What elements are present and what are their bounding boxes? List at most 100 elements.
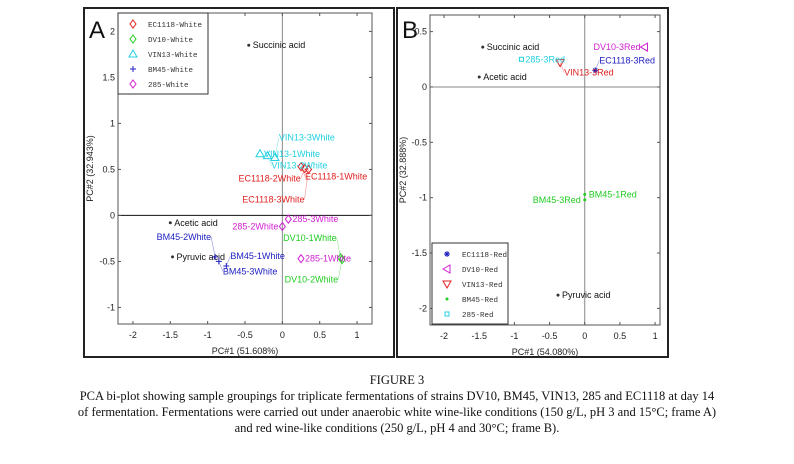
caption-line: and red wine-like conditions (250 g/L, p… [234,421,560,435]
label-leader-line [226,255,231,267]
variable-point [477,75,481,79]
y-tick-label: -2 [419,303,427,313]
sample-label: DV10-2White [285,275,339,285]
x-tick-label: 0 [280,330,285,340]
sample-point [555,59,565,68]
legend-marker [444,251,450,257]
caption-line: PCA bi-plot showing sample groupings for… [79,389,715,403]
variable-point [247,43,251,47]
variable-label: Acetic acid [483,72,527,82]
pca-biplot-figure: A -2 -1.5 -1 -0.5 0 0.5 1 -1 -0.5 0 0.5 1 1.5 2 PC#1 (5… [83,7,669,358]
legend-entry: 285-White [148,82,189,90]
label-leader-line [210,236,216,257]
legend-entry: BM45-White [148,67,193,75]
sample-label: VIN13-2White [271,161,327,171]
legend-entry: DV10-White [148,37,193,45]
legend-entry: EC1118-White [148,22,202,30]
y-tick-label: 1 [110,118,115,128]
sample-label: 285-3White [292,214,338,224]
sample-point [278,221,286,232]
sample-point [583,198,587,202]
legend-entry: VIN13-Red [462,282,503,290]
legend-marker [445,297,449,301]
x-tick-label: 1 [653,331,658,341]
sample-label: BM45-1White [230,251,285,261]
sample-point [583,192,587,196]
panel-B: B -2 -1.5 -1 -0.5 0 0.5 1 -2 -1.5 -1 -0.5 0 0.5 PC#1 (… [396,7,669,358]
sample-point [262,150,273,160]
sample-label: VIN13-3Red [564,68,614,78]
label-leader-line [559,62,565,73]
x-tick-label: 1 [355,330,360,340]
label-leader-line [218,261,224,272]
panel-letter: A [89,17,105,44]
figure-label: FIGURE 3 [369,373,425,387]
sample-label: BM45-2White [157,232,212,242]
sample-label: DV10-3Red [593,42,640,52]
sample-point [223,263,230,270]
sample-point [297,161,305,172]
sample-label: DV10-1White [283,233,337,243]
sample-point [297,253,305,264]
caption-line: of fermentation. Fermentations were carr… [77,405,717,419]
y-tick-label: -1.5 [411,248,427,258]
figure-caption: FIGURE 3 PCA bi-plot showing sample grou… [0,372,794,436]
sample-label: BM45-3White [223,266,278,276]
variable-label: Acetic acid [174,218,218,228]
sample-point [518,56,524,62]
legend-marker [129,34,137,44]
sample-label: EC1118-3Red [599,55,655,65]
sample-label: BM45-3Red [533,195,581,205]
variable-point [168,221,172,225]
x-tick-label: 0.5 [313,330,326,340]
label-leader-line [336,237,341,258]
x-tick-label: -1 [510,331,518,341]
legend: EC1118-Red DV10-Red VIN13-Red BM45-Red 285-R… [431,242,509,325]
legend: EC1118-White DV10-White VIN13-White BM45-Wh… [117,12,209,95]
x-tick-label: -2 [440,331,448,341]
sample-label: EC1118-2White [239,174,301,184]
sample-label: 285-2White [232,221,278,231]
variable-label: Pyruvic acid [177,252,226,262]
plot-area [429,14,661,326]
x-tick-label: -1.5 [471,331,487,341]
legend-marker [130,66,136,72]
legend-entry: VIN13-White [148,52,198,60]
legend-entry: BM45-Red [462,297,498,305]
panel-letter: B [402,17,418,44]
variable-label: Pyruvic acid [562,290,611,300]
sample-point [304,164,313,175]
label-leader-line [274,137,280,158]
sample-label: BM45-1Red [589,189,637,199]
x-axis-label: PC#1 (51.608%) [212,346,279,356]
x-tick-label: -0.5 [237,330,253,340]
x-axis-label: PC#1 (54.080%) [512,347,579,357]
label-leader-line [304,169,309,200]
x-tick-label: -1.5 [163,330,179,340]
y-tick-label: -0.5 [411,137,427,147]
sample-label: EC1118-1White [305,172,367,182]
x-tick-label: 0 [582,331,587,341]
legend-entry: DV10-Red [462,267,498,275]
legend-marker [129,19,137,29]
variable-point [171,255,175,259]
legend-entry: 285-Red [462,312,494,320]
y-axis-label: PC#2 (32.888%) [398,137,408,204]
label-leader-line [337,259,343,280]
x-tick-label: -2 [129,330,137,340]
y-tick-label: -0.5 [99,256,115,266]
y-tick-label: 0.5 [414,27,427,37]
variable-point [556,293,560,297]
legend-marker [442,280,452,290]
variable-label: Succinic acid [253,40,306,50]
sample-label: 285-3Red [525,54,565,64]
sample-point [639,42,649,52]
legend-entry: EC1118-Red [462,252,507,260]
legend-marker [129,79,137,89]
sample-label: EC1118-3White [242,194,304,204]
sample-point [284,214,292,224]
label-leader-line [300,166,306,177]
x-tick-label: 0.5 [614,331,627,341]
y-tick-label: -1 [419,193,427,203]
panel-A: A -2 -1.5 -1 -0.5 0 0.5 1 -1 -0.5 0 0.5 1 1.5 2 PC#1 (5… [83,7,395,358]
